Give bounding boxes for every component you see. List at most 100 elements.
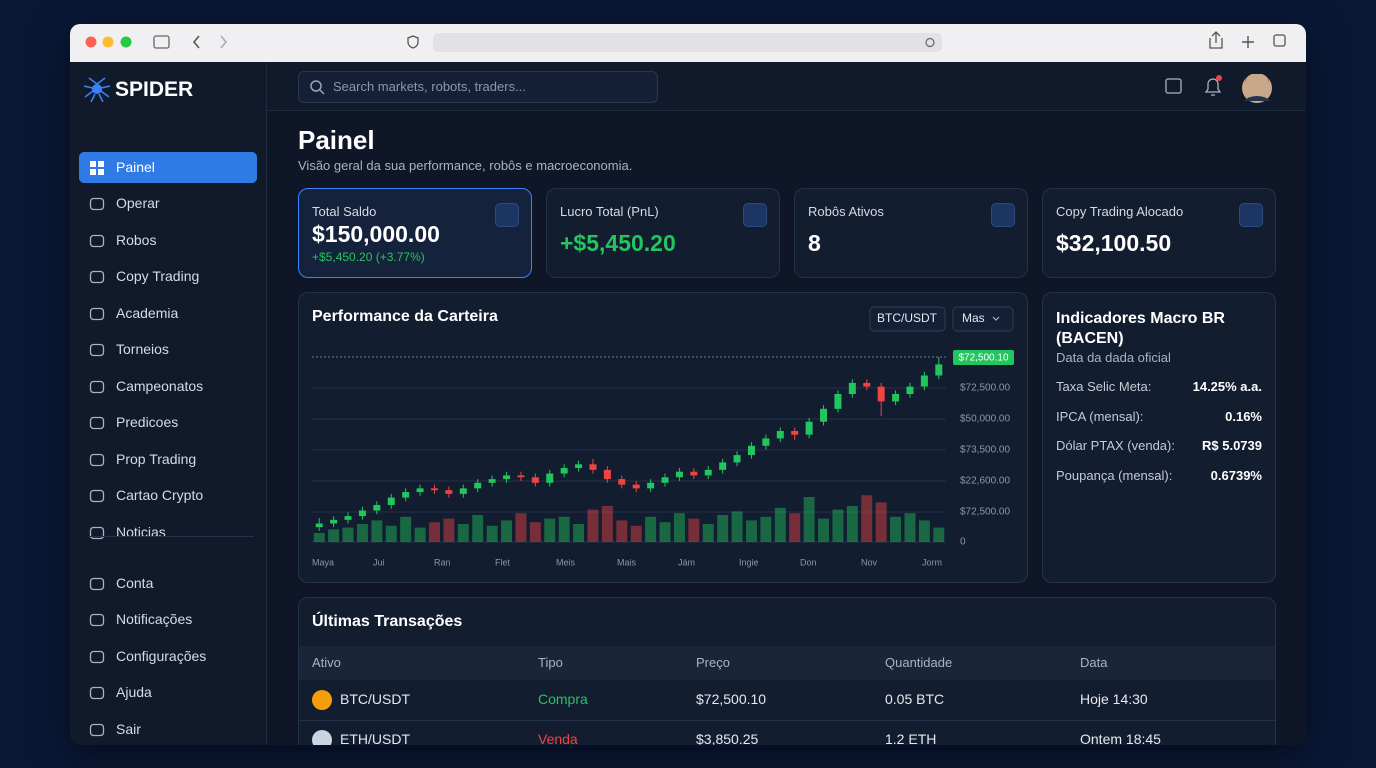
volume-bar (731, 511, 743, 542)
candle-body (747, 445, 755, 456)
nav-item[interactable]: Painel (79, 151, 257, 183)
candle-body (820, 408, 828, 422)
icon-square (90, 168, 96, 175)
close-button[interactable] (85, 36, 97, 48)
stat-icon (495, 203, 519, 227)
candle-body (892, 394, 900, 402)
nav-label: Campeonatos (116, 377, 204, 394)
nav-label: Ajuda (116, 684, 152, 700)
nav-item[interactable]: Academia (79, 298, 257, 329)
icon-square (98, 160, 104, 167)
candle-body (762, 438, 770, 446)
nav-separator (88, 536, 254, 537)
nav-icon (89, 613, 105, 627)
volume-bar (457, 524, 469, 542)
nav-item[interactable]: Configurações (79, 641, 257, 672)
table-body: BTC/USDT Compra $72,500.10 0.05 BTC Hoje 14:… (299, 680, 1275, 745)
nav-item[interactable]: Conta (79, 568, 257, 599)
nav-item[interactable]: Copy Trading (79, 261, 257, 292)
nav-icon (89, 307, 105, 320)
icon-outline (89, 526, 105, 539)
new-tab-button[interactable] (1242, 36, 1254, 48)
notifications-button[interactable] (1204, 78, 1222, 96)
nav-item[interactable]: Torneios (79, 334, 257, 365)
volume-bar (328, 529, 340, 542)
icon-outline (89, 234, 105, 247)
volume-bar (890, 516, 902, 542)
nav-item[interactable]: Prop Trading (79, 444, 257, 475)
macro-label: Poupança (mensal): (1056, 467, 1173, 483)
volume-bar (702, 524, 714, 542)
table-row[interactable]: ETH/USDT Venda $3,850.25 1.2 ETH Ontem 18:45 (299, 720, 1275, 745)
search-box[interactable]: Search markets, robots, traders... (298, 71, 658, 103)
volume-bar (832, 509, 844, 542)
messages-button[interactable] (1165, 78, 1182, 94)
cell-qty: 1.2 ETH (885, 731, 937, 745)
chart-title: Performance da Carteira (312, 308, 498, 325)
tabs-button[interactable] (1273, 34, 1286, 47)
period-selector[interactable] (952, 306, 1014, 332)
user-avatar[interactable] (1242, 74, 1272, 103)
nav-label: Academia (116, 304, 179, 321)
address-bar[interactable] (433, 33, 942, 52)
nav-icon (89, 343, 105, 357)
sidebar-toggle[interactable] (153, 35, 170, 49)
y-tick-label: 0 (960, 537, 966, 548)
nav-item[interactable]: Sair (79, 714, 257, 745)
macro-label: Taxa Selic Meta: (1056, 379, 1152, 394)
volume-bar (717, 515, 729, 542)
candle-body (906, 386, 914, 394)
volume-bar (486, 525, 498, 542)
x-tick-label: Flet (495, 557, 511, 567)
nav-icon (89, 380, 105, 393)
nav-item[interactable]: Ajuda (79, 677, 257, 708)
pair-selector[interactable] (869, 306, 946, 332)
macro-panel: Indicadores Macro BR (BACEN) Data da dad… (1042, 292, 1276, 583)
candle-body (560, 468, 568, 474)
candle-body (805, 421, 813, 435)
volume-bar (529, 522, 541, 542)
nav-label: Painel (116, 158, 155, 175)
candle-body (546, 473, 554, 483)
column-header: Ativo (312, 655, 341, 670)
search-placeholder: Search markets, robots, traders... (333, 79, 526, 94)
zoom-button[interactable] (120, 36, 132, 48)
nav-item[interactable]: Robos (79, 225, 257, 256)
nav-menu: Painel Operar Robos Copy Trading Academia Tor… (70, 62, 266, 745)
y-tick-label: $72,500.00 (960, 507, 1010, 518)
cell-qty: 0.05 BTC (885, 691, 945, 707)
share-button[interactable] (1209, 31, 1223, 49)
stat-card: Total Saldo $150,000.00 +$5,450.20 (+3.77%… (298, 188, 532, 278)
icon-outline (89, 686, 105, 700)
volume-bar (918, 520, 930, 542)
nav-label: Copy Trading (116, 268, 200, 284)
price-tag (953, 350, 1014, 365)
icon-square (98, 168, 104, 175)
nav-item[interactable]: Campeonatos (79, 371, 257, 402)
cell-price: $3,850.25 (696, 731, 759, 745)
stat-card: Lucro Total (PnL) +$5,450.20 (546, 188, 780, 278)
volume-bar (803, 497, 815, 542)
column-header: Tipo (538, 655, 563, 670)
forward-button[interactable] (220, 35, 228, 49)
candle-body (474, 482, 482, 489)
back-button[interactable] (192, 35, 200, 49)
volume-bar (875, 502, 887, 542)
volume-bar (501, 520, 512, 542)
icon-outline (89, 489, 105, 503)
table-row[interactable]: BTC/USDT Compra $72,500.10 0.05 BTC Hoje 14:… (299, 680, 1275, 721)
reload-button[interactable] (925, 37, 935, 48)
nav-item[interactable]: Operar (79, 188, 257, 219)
stat-label: Copy Trading Alocado (1056, 204, 1184, 219)
nav-item[interactable]: Cartao Crypto (79, 480, 257, 511)
nav-item[interactable]: Notificações (79, 604, 257, 635)
volume-bar (673, 513, 685, 542)
nav-item[interactable]: Noticias (79, 517, 257, 548)
volume-bar (429, 522, 440, 542)
candle-body (344, 516, 352, 520)
minimize-button[interactable] (102, 36, 114, 48)
candle-body (618, 479, 626, 485)
nav-item[interactable]: Predicoes (79, 407, 257, 438)
macro-value: 0.16% (1225, 408, 1262, 424)
candle-body (315, 523, 323, 528)
